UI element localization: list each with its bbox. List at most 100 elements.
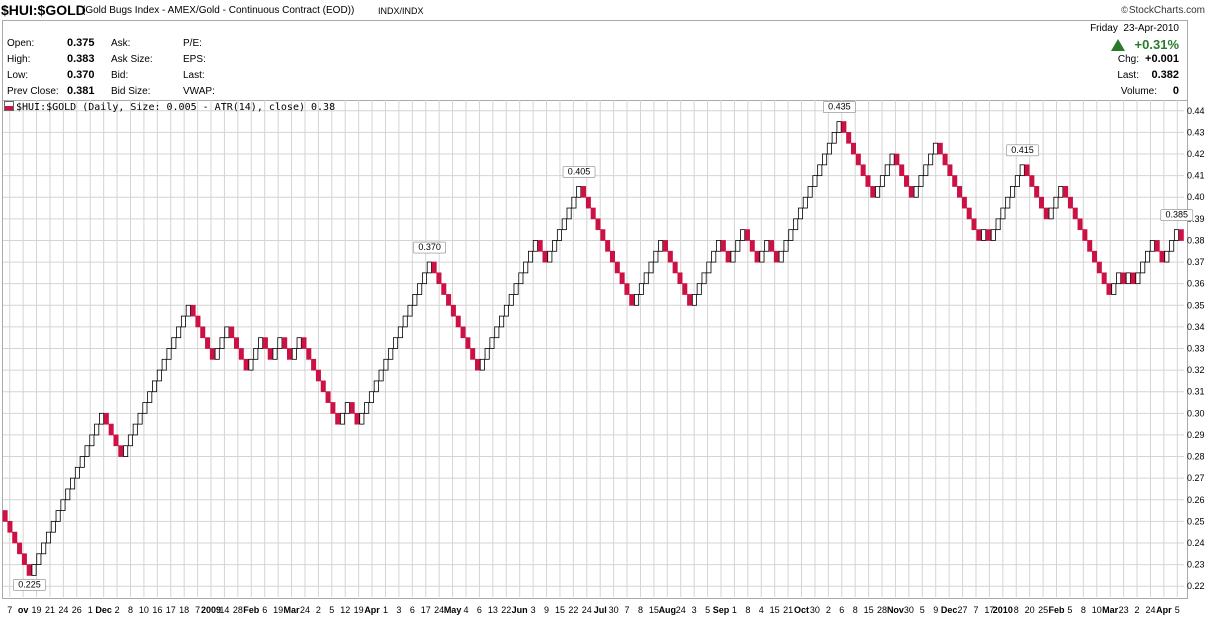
bid-label: Bid: — [111, 70, 129, 81]
brand-logo[interactable]: ©StockCharts.com — [1121, 5, 1205, 16]
renko-brick-down — [985, 229, 991, 241]
open-label: Open: — [7, 38, 35, 49]
renko-brick-down — [682, 283, 688, 295]
renko-brick-down — [2, 510, 8, 522]
renko-brick-up — [1111, 283, 1117, 295]
renko-brick-up — [802, 196, 808, 209]
renko-brick-down — [1130, 272, 1136, 285]
x-tick-label: 1 — [88, 605, 93, 615]
x-tick-label: 2 — [1135, 605, 1140, 615]
renko-brick-up — [1140, 261, 1146, 274]
renko-brick-down — [1159, 250, 1165, 263]
renko-brick-up — [277, 337, 283, 349]
vwap-label: VWAP: — [183, 86, 215, 97]
renko-brick-up — [31, 564, 37, 576]
renko-brick-down — [976, 229, 982, 241]
x-tick-label: 24 — [582, 605, 592, 615]
renko-brick-up — [1053, 196, 1059, 209]
brand-name: StockCharts.com — [1128, 5, 1205, 16]
x-tick-label: Apr — [364, 605, 380, 615]
renko-brick-up — [879, 175, 885, 187]
renko-brick-up — [1164, 250, 1170, 263]
x-tick-label: 15 — [770, 605, 780, 615]
renko-brick-down — [846, 132, 852, 144]
renko-brick-up — [176, 326, 182, 339]
renko-brick-up — [1145, 250, 1151, 263]
annotation-label: 0.415 — [1011, 145, 1034, 155]
renko-brick-up — [499, 315, 505, 328]
renko-brick-down — [744, 229, 750, 241]
renko-brick-up — [643, 272, 649, 285]
renko-brick-down — [1082, 229, 1088, 241]
renko-brick-down — [1077, 218, 1083, 231]
renko-brick-down — [667, 250, 673, 263]
x-tick-label: 19 — [273, 605, 283, 615]
x-tick-label: 2009 — [201, 605, 221, 615]
renko-brick-up — [788, 229, 794, 241]
y-tick-label: 0.29 — [1187, 430, 1205, 440]
y-tick-label: 0.39 — [1187, 214, 1205, 224]
renko-brick-up — [123, 445, 129, 457]
renko-brick-up — [571, 196, 577, 209]
renko-brick-down — [238, 348, 244, 360]
x-tick-label: 3 — [692, 605, 697, 615]
x-tick-label: ov — [18, 605, 29, 615]
renko-brick-up — [547, 250, 553, 263]
renko-brick-down — [624, 283, 630, 295]
annotation-box — [413, 241, 446, 254]
renko-brick-down — [205, 337, 211, 349]
renko-brick-down — [1178, 229, 1184, 241]
renko-brick-down — [306, 348, 312, 360]
x-tick-label: 30 — [609, 605, 619, 615]
x-tick-label: Feb — [243, 605, 260, 615]
annotation-label: 0.385 — [1166, 210, 1189, 220]
renko-brick-down — [195, 315, 201, 328]
y-tick-label: 0.32 — [1187, 365, 1205, 375]
x-tick-label: 5 — [920, 605, 925, 615]
renko-brick-up — [817, 164, 823, 177]
x-tick-label: 8 — [1081, 605, 1086, 615]
renko-brick-up — [913, 186, 919, 198]
renko-brick-up — [484, 348, 490, 360]
x-tick-label: 2 — [115, 605, 120, 615]
renko-brick-down — [908, 186, 914, 198]
renko-brick-up — [1048, 207, 1054, 220]
low-label: Low: — [7, 70, 29, 81]
renko-brick-down — [894, 153, 900, 166]
renko-brick-down — [209, 348, 215, 360]
renko-brick-down — [870, 186, 876, 198]
x-tick-label: 5 — [705, 605, 710, 615]
legend-text: $HUI:$GOLD (Daily, Size: 0.005 - ATR(14)… — [16, 102, 336, 113]
renko-brick-up — [836, 121, 842, 133]
renko-brick-up — [494, 326, 500, 339]
annotation-label: 0.405 — [568, 166, 591, 176]
x-tick-label: 13 — [488, 605, 498, 615]
renko-brick-down — [1096, 261, 1102, 274]
renko-brick-down — [1043, 207, 1049, 220]
renko-brick-down — [850, 142, 857, 155]
renko-brick-down — [118, 445, 124, 457]
x-tick-label: 3 — [531, 605, 536, 615]
renko-brick-up — [701, 272, 707, 285]
renko-brick-down — [436, 272, 442, 285]
renko-brick-up — [889, 153, 895, 166]
renko-brick-up — [706, 261, 712, 274]
renko-brick-up — [214, 348, 220, 360]
renko-brick-down — [662, 240, 669, 252]
renko-brick-up — [923, 164, 929, 177]
renko-brick-down — [200, 326, 206, 339]
renko-brick-up — [730, 250, 736, 263]
renko-brick-down — [581, 186, 587, 198]
pe-label: P/E: — [183, 38, 202, 49]
renko-brick-down — [12, 531, 18, 544]
renko-brick-up — [759, 250, 765, 263]
renko-brick-down — [672, 261, 678, 274]
renko-brick-down — [446, 294, 452, 306]
x-tick-label: 19 — [354, 605, 364, 615]
renko-brick-down — [17, 542, 23, 555]
y-tick-label: 0.38 — [1187, 235, 1205, 245]
renko-brick-up — [932, 142, 938, 155]
x-tick-label: 22 — [568, 605, 578, 615]
last-label-right: Last: — [1117, 70, 1139, 81]
x-tick-label: 24 — [300, 605, 310, 615]
